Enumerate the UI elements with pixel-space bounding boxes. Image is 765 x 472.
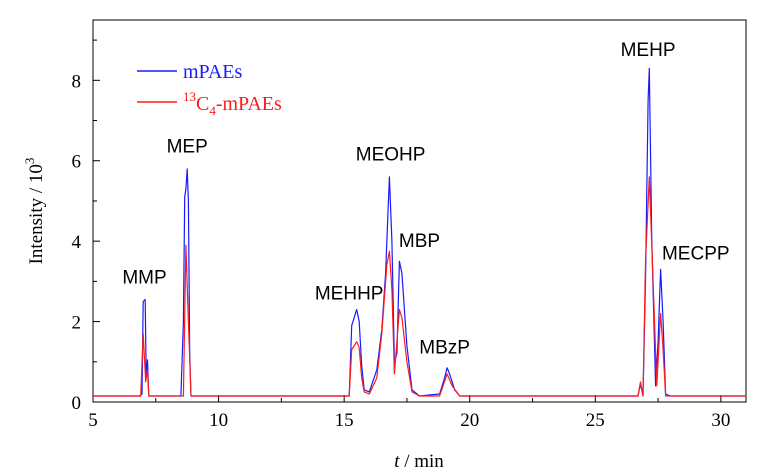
legend-label-13c4-mpaes: 13C4-mPAEs <box>183 89 282 118</box>
peak-label-mbzp: MBzP <box>419 338 470 359</box>
x-axis-title: t / min <box>394 451 444 472</box>
x-tick-label: 20 <box>460 410 479 431</box>
x-tick-label: 25 <box>586 410 605 431</box>
peak-label-mehhp: MEHHP <box>315 283 384 304</box>
peak-label-meohp: MEOHP <box>356 145 426 166</box>
y-tick-label: 8 <box>72 71 82 92</box>
series-lines <box>93 67 746 397</box>
peak-label-mehp: MEHP <box>621 40 676 61</box>
plot-frame <box>92 19 747 403</box>
y-tick-label: 4 <box>72 232 82 253</box>
x-tick-label: 15 <box>335 410 354 431</box>
legend-label-mpaes: mPAEs <box>183 61 243 83</box>
y-tick-label: 2 <box>72 313 82 334</box>
x-tick-label: 10 <box>209 410 228 431</box>
series-line-mpaes <box>93 67 746 397</box>
peak-label-mmp: MMP <box>122 267 166 288</box>
y-tick-label: 0 <box>72 393 82 414</box>
y-axis-title: Intensity / 103 <box>22 158 47 265</box>
legend: mPAEs 13C4-mPAEs <box>137 61 282 118</box>
peak-label-mbp: MBP <box>399 231 440 252</box>
peak-label-mecpp: MECPP <box>662 243 730 264</box>
axis-ticks: 5 10 15 20 25 30 0 2 4 6 8 <box>72 39 730 431</box>
x-tick-label: 30 <box>711 410 730 431</box>
series-line-13c4-mpaes <box>93 176 746 397</box>
y-tick-label: 6 <box>72 152 82 173</box>
peak-annotations: MMP MEP MEHHP MEOHP MBP MBzP MEHP MECPP <box>122 40 729 359</box>
x-tick-label: 5 <box>88 410 98 431</box>
peak-label-mep: MEP <box>167 137 208 158</box>
